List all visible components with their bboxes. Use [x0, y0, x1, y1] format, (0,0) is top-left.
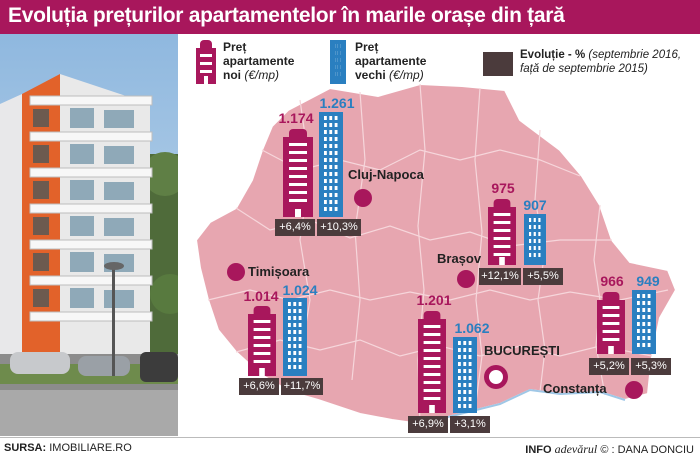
old-building-legend-icon: [330, 40, 346, 84]
footer-source-value: IMOBILIARE.RO: [49, 442, 132, 454]
evo-new-bucuresti: +6,9%: [408, 416, 448, 433]
evo-new-constanta: +5,2%: [589, 358, 629, 375]
footer-credit: INFO adevărul © : DANA DONCIU: [525, 442, 694, 457]
evo-old-constanta: +5,3%: [631, 358, 671, 375]
legend-evolution: Evoluție - % (septembrie 2016, față de s…: [520, 48, 700, 76]
building-new-constanta: [597, 292, 625, 354]
legend-new-building-shape: [196, 40, 216, 84]
apartment-building-photo: [0, 34, 178, 436]
building-old-constanta: [632, 290, 656, 354]
price-old-cluj-napoca: 1.261: [319, 95, 355, 111]
bucuresti-dot-center: [489, 370, 503, 384]
page-title: Evoluția prețurilor apartamentelor în ma…: [8, 4, 565, 27]
building-new-timisoara: [248, 306, 276, 376]
legend-evo-title: Evoluție - %: [520, 49, 586, 61]
price-old-constanta: 949: [636, 273, 660, 289]
legend-new-unit: (€/mp): [244, 68, 280, 82]
constanta-dot: [625, 381, 643, 399]
price-old-bucuresti: 1.062: [454, 320, 490, 336]
price-new-cluj-napoca: 1.174: [278, 110, 314, 126]
price-new-bucuresti: 1.201: [416, 292, 452, 308]
building-old-timisoara: [283, 298, 307, 376]
price-new-brasov: 975: [491, 180, 515, 196]
price-new-constanta: 966: [600, 273, 624, 289]
city-label-brasov: Brașov: [437, 251, 482, 266]
legend-old-unit: (€/mp): [389, 68, 424, 82]
footer-divider: [0, 437, 700, 438]
footer-brand: adevărul: [554, 442, 598, 456]
evo-new-timisoara: +6,6%: [239, 378, 279, 395]
city-label-cluj-napoca: Cluj-Napoca: [348, 167, 424, 182]
footer-source-label: SURSA:: [4, 442, 47, 454]
legend-new-title: Preț apartamente noi: [223, 40, 295, 82]
city-label-constanta: Constanța: [543, 381, 607, 396]
building-old-cluj-napoca: [319, 112, 343, 217]
evo-old-bucuresti: +3,1%: [450, 416, 490, 433]
legend-old-title: Preț apartamente vechi: [355, 40, 427, 82]
evo-old-timisoara: +11,7%: [281, 378, 323, 395]
evo-old-cluj-napoca: +10,3%: [317, 219, 361, 236]
evo-old-brasov: +5,5%: [523, 268, 563, 285]
footer-source: SURSA: IMOBILIARE.RO: [4, 442, 132, 454]
evolution-legend-swatch: [483, 52, 513, 76]
building-old-brasov: [524, 214, 546, 265]
price-old-timisoara: 1.024: [282, 282, 318, 298]
footer-info-label: INFO: [525, 444, 552, 456]
building-new-brasov: [488, 199, 516, 265]
building-new-cluj-napoca: [283, 129, 313, 217]
footer-credit-text: © : DANA DONCIU: [600, 444, 694, 456]
evo-new-cluj-napoca: +6,4%: [275, 219, 315, 236]
price-old-brasov: 907: [523, 197, 547, 213]
brasov-dot: [457, 270, 475, 288]
city-label-bucuresti: BUCUREȘTI: [484, 343, 560, 358]
cluj-napoca-dot: [354, 189, 372, 207]
new-building-legend-icon: [196, 40, 216, 84]
legend-old-building-shape: [330, 40, 346, 84]
building-old-bucuresti: [453, 337, 477, 413]
timisoara-dot: [227, 263, 245, 281]
evo-new-brasov: +12,1%: [479, 268, 521, 285]
building-new-bucuresti: [418, 311, 446, 413]
city-label-timisoara: Timișoara: [248, 264, 310, 279]
legend-old: Preț apartamente vechi (€/mp): [355, 40, 440, 82]
price-new-timisoara: 1.014: [243, 288, 279, 304]
legend-evo-detail: (septembrie 2016, față de septembrie 201…: [520, 49, 682, 75]
header-bar: Evoluția prețurilor apartamentelor în ma…: [0, 0, 700, 34]
legend-new: Preț apartamente noi (€/mp): [223, 40, 303, 82]
